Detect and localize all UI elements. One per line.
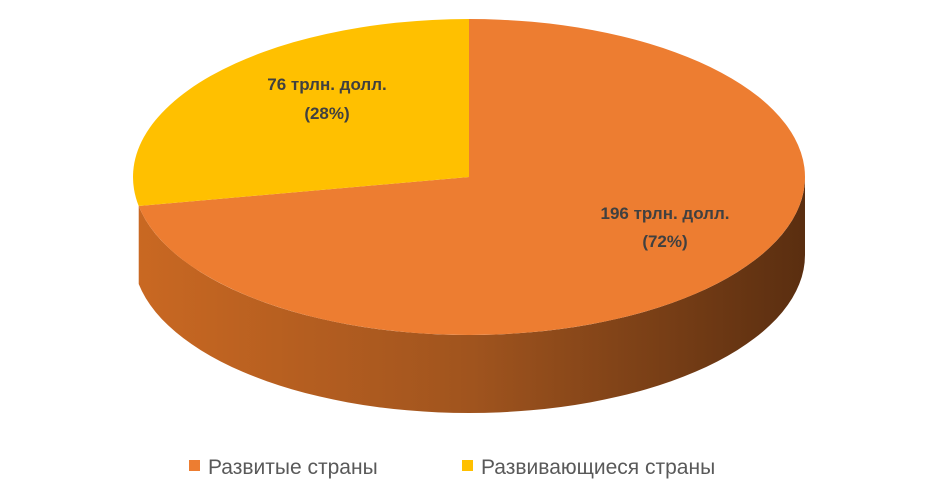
pie-side-wall: [138, 177, 806, 414]
legend-swatch-developing: [462, 460, 473, 471]
data-label-developing-value: 76 трлн. долл.: [267, 75, 387, 94]
legend-swatch-developed: [189, 460, 200, 471]
data-label-developed-value: 196 трлн. долл.: [601, 204, 730, 223]
slice-developed-countries: [138, 19, 806, 335]
slice-developing-countries: [132, 19, 470, 207]
legend-label-developed: Развитые страны: [208, 456, 378, 479]
data-label-developed-percent: (72%): [642, 232, 687, 251]
legend: Развитые страны Развивающиеся страны: [189, 456, 715, 479]
data-label-developing-percent: (28%): [304, 104, 349, 123]
legend-label-developing: Развивающиеся страны: [481, 456, 715, 479]
